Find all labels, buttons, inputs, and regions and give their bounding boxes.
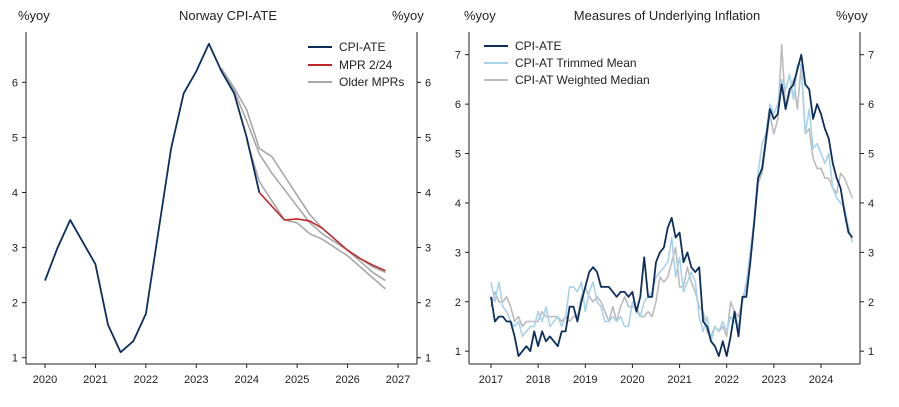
right-ytick-label: 6 <box>455 99 461 111</box>
right-series-cpi-at-weighted-median <box>490 44 854 338</box>
right-y-unit-left: %yoy <box>464 8 496 23</box>
right-ytick-label: 4 <box>455 198 461 210</box>
legend-label-weighted-median: CPI-AT Weighted Median <box>515 73 650 87</box>
left-series-older-mprs <box>220 68 386 274</box>
legend-label-cpi-ate-2: CPI-ATE <box>515 39 561 53</box>
left-xtick-label: 2027 <box>386 374 410 386</box>
legend-label-cpi-ate: CPI-ATE <box>339 40 385 54</box>
right-y2tick-label: 6 <box>868 99 874 111</box>
left-y2tick-label: 5 <box>425 132 431 144</box>
left-legend: CPI-ATE MPR 2/24 Older MPRs <box>308 40 404 89</box>
right-y2tick-label: 4 <box>868 198 874 210</box>
left-series-mpr-2-24 <box>258 191 386 272</box>
right-legend: CPI-ATE CPI-AT Trimmed Mean CPI-AT Weigh… <box>484 39 650 87</box>
right-y2tick-label: 1 <box>868 346 874 358</box>
left-xtick-label: 2023 <box>184 374 208 386</box>
left-ytick-label: 4 <box>12 187 18 199</box>
right-series-cpi-at-trimmed-mean <box>490 63 854 343</box>
left-series-cpi-ate <box>44 42 261 354</box>
left-xtick-label: 2022 <box>134 374 158 386</box>
left-ytick-label: 1 <box>12 353 18 365</box>
left-y-unit-left: %yoy <box>18 8 50 23</box>
left-y-unit-right: %yoy <box>392 8 424 23</box>
right-xtick-label: 2019 <box>573 374 597 386</box>
right-y2tick-label: 2 <box>868 297 874 309</box>
left-xtick-label: 2025 <box>285 374 309 386</box>
right-ytick-label: 3 <box>455 247 461 259</box>
left-xtick-label: 2020 <box>33 374 57 386</box>
right-xtick-label: 2020 <box>620 374 644 386</box>
right-y2tick-label: 7 <box>868 50 874 62</box>
legend-label-trimmed-mean: CPI-AT Trimmed Mean <box>515 56 637 70</box>
left-xtick-label: 2026 <box>335 374 359 386</box>
right-xtick-label: 2017 <box>479 374 503 386</box>
left-series-older-mprs <box>245 139 386 290</box>
right-y2tick-label: 5 <box>868 149 874 161</box>
right-y-unit-right: %yoy <box>836 8 868 23</box>
left-xtick-label: 2021 <box>83 374 107 386</box>
left-y2tick-label: 4 <box>425 187 431 199</box>
left-ytick-label: 2 <box>12 298 18 310</box>
right-ytick-label: 2 <box>455 297 461 309</box>
right-series-cpi-ate <box>490 53 854 357</box>
left-y2tick-label: 2 <box>425 298 431 310</box>
left-ytick-label: 3 <box>12 243 18 255</box>
right-xtick-label: 2024 <box>809 374 833 386</box>
left-series-older-mprs <box>220 68 386 282</box>
left-chart: %yoy %yoy Norway CPI-ATE 1 1 2 2 3 3 4 4 5 5 6 6 202… <box>12 8 431 386</box>
right-chart-title: Measures of Underlying Inflation <box>574 8 760 23</box>
right-ytick-label: 7 <box>455 50 461 62</box>
right-xtick-label: 2022 <box>714 374 738 386</box>
right-chart: %yoy %yoy Measures of Underlying Inflati… <box>455 8 874 386</box>
right-ytick-label: 1 <box>455 346 461 358</box>
left-ytick-label: 6 <box>12 77 18 89</box>
left-chart-title: Norway CPI-ATE <box>179 8 277 23</box>
legend-label-older-mprs: Older MPRs <box>339 75 404 89</box>
left-y2tick-label: 1 <box>425 353 431 365</box>
left-y2tick-label: 3 <box>425 243 431 255</box>
left-xtick-label: 2024 <box>234 374 258 386</box>
right-xtick-label: 2023 <box>762 374 786 386</box>
left-ytick-label: 5 <box>12 132 18 144</box>
legend-label-mpr: MPR 2/24 <box>339 58 393 72</box>
right-xtick-label: 2018 <box>526 374 550 386</box>
right-xtick-label: 2021 <box>667 374 691 386</box>
right-y2tick-label: 3 <box>868 247 874 259</box>
left-y2tick-label: 6 <box>425 77 431 89</box>
right-ytick-label: 5 <box>455 149 461 161</box>
